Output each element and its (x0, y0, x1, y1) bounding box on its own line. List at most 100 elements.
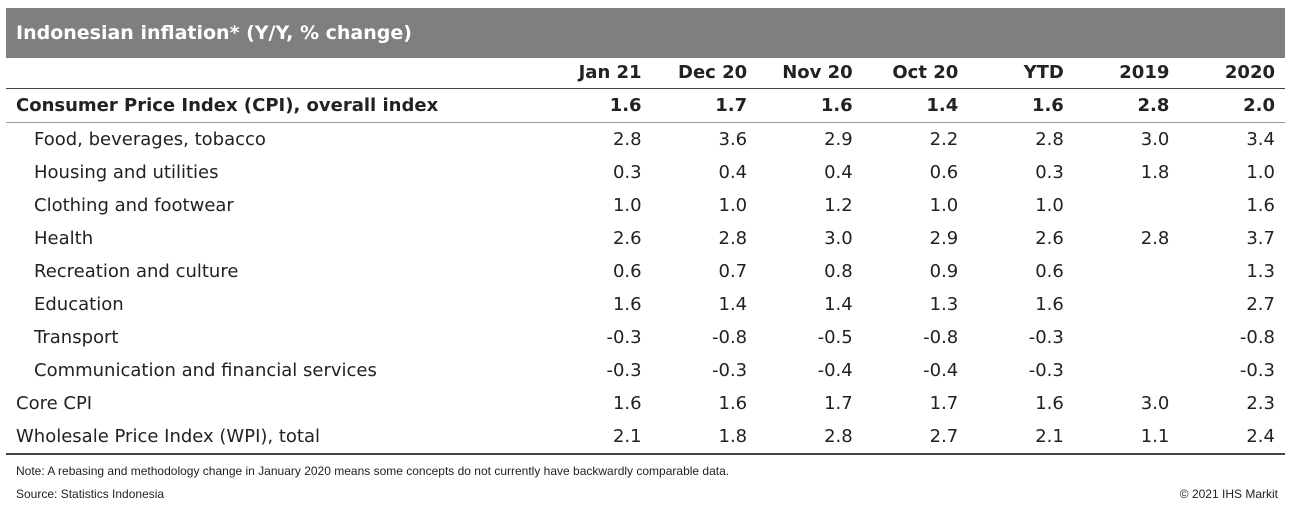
table-cell: 0.3 (612, 162, 642, 183)
table-cell: 1.6 (757, 88, 863, 123)
table-cell: -0.8 (712, 327, 748, 348)
source-note: Source: Statistics Indonesia (16, 487, 165, 501)
row-label: Consumer Price Index (CPI), overall inde… (6, 88, 547, 123)
table-row: Consumer Price Index (CPI), overall inde… (6, 88, 1285, 123)
table-row: Wholesale Price Index (WPI), total 2.1 1.8… (6, 420, 1285, 455)
table-cell: 1.3 (929, 294, 959, 315)
table-cell (1074, 321, 1180, 354)
footnote: Note: A rebasing and methodology change … (16, 464, 730, 478)
table-cell: 2.8 (1140, 228, 1170, 249)
table-cell: 1.6 (968, 88, 1074, 123)
table-cell: 1.6 (718, 393, 748, 414)
table-cell: 2.4 (1179, 420, 1285, 455)
table-cell: 1.7 (929, 393, 959, 414)
table-cell: -0.3 (712, 360, 748, 381)
table-cell (1074, 354, 1180, 387)
table-cell: -0.4 (923, 360, 959, 381)
row-label: Transport (34, 327, 119, 348)
column-header-blank (6, 58, 547, 89)
table-cell: -0.3 (1028, 327, 1064, 348)
table-cell: 1.6 (1246, 195, 1275, 216)
table-cell: 2.7 (862, 420, 969, 455)
table-cell: 2.9 (929, 228, 959, 249)
table-cell: -0.4 (817, 360, 853, 381)
table-cell: 3.6 (718, 129, 748, 150)
table-cell: -0.8 (1239, 327, 1275, 348)
table-cell: 2.1 (546, 420, 652, 455)
table-cell: 1.4 (718, 294, 748, 315)
table-cell: 2.8 (612, 129, 642, 150)
inflation-table: Jan 21 Dec 20 Nov 20 Oct 20 YTD 2019 2020 Cons… (6, 58, 1285, 455)
table-row: Health 2.6 2.8 3.0 2.9 2.6 2.8 3.7 (6, 222, 1285, 255)
table-cell: 2.1 (968, 420, 1074, 455)
row-label: Health (34, 228, 94, 249)
table-cell: 1.0 (929, 195, 959, 216)
table-cell: 1.1 (1073, 420, 1180, 455)
column-header: Oct 20 (862, 58, 969, 89)
table-row: Education 1.6 1.4 1.4 1.3 1.6 2.7 (6, 288, 1285, 321)
table-row: Core CPI 1.6 1.6 1.7 1.7 1.6 3.0 2.3 (6, 387, 1285, 420)
row-label: Wholesale Price Index (WPI), total (6, 420, 547, 455)
table-title: Indonesian inflation* (Y/Y, % change) (6, 8, 1285, 58)
table-cell: -0.3 (606, 360, 642, 381)
table-cell: 1.4 (862, 88, 969, 123)
table-cell: 0.3 (1035, 162, 1064, 183)
table-cell: 2.3 (1246, 393, 1275, 414)
table-cell: 3.0 (1140, 129, 1170, 150)
column-header: Dec 20 (651, 58, 758, 89)
row-label: Core CPI (16, 393, 93, 414)
table-row: Transport -0.3 -0.8 -0.5 -0.8 -0.3 -0.8 (6, 321, 1285, 354)
table-cell: 1.4 (824, 294, 853, 315)
column-header: Jan 21 (546, 58, 652, 89)
column-header: Nov 20 (757, 58, 863, 89)
table-cell: 2.6 (612, 228, 642, 249)
table-cell: 3.4 (1246, 129, 1275, 150)
table-cell: 0.6 (612, 261, 642, 282)
row-label: Clothing and footwear (34, 195, 234, 216)
table-cell: -0.5 (817, 327, 853, 348)
table-cell: 2.2 (929, 129, 959, 150)
table-cell: -0.3 (606, 327, 642, 348)
column-header: 2019 (1073, 58, 1180, 89)
table-cell: 2.6 (1035, 228, 1064, 249)
table-cell: 3.7 (1246, 228, 1275, 249)
table-cell: 1.8 (651, 420, 758, 455)
table-cell (1074, 288, 1180, 321)
table-row: Communication and financial services -0.3… (6, 354, 1285, 387)
table-cell: 1.0 (1035, 195, 1064, 216)
table-cell: 1.3 (1246, 261, 1275, 282)
table-cell: -0.8 (923, 327, 959, 348)
table-cell: 2.8 (757, 420, 863, 455)
table-row: Clothing and footwear 1.0 1.0 1.2 1.0 1.0 1.6 (6, 189, 1285, 222)
table-cell: 2.8 (718, 228, 748, 249)
table-cell: 1.6 (546, 88, 652, 123)
table-cell: 2.7 (1246, 294, 1275, 315)
table-cell: 2.8 (1073, 88, 1180, 123)
table-body: Consumer Price Index (CPI), overall inde… (6, 88, 1285, 455)
copyright-note: © 2021 IHS Markit (1179, 487, 1278, 501)
table-cell: 1.6 (1035, 393, 1064, 414)
row-label: Communication and financial services (34, 360, 377, 381)
table-cell: 1.0 (718, 195, 748, 216)
table-cell: 1.0 (1246, 162, 1275, 183)
table-cell: 0.7 (718, 261, 748, 282)
table-cell: 0.8 (824, 261, 853, 282)
table-cell: -0.3 (1239, 360, 1275, 381)
table-cell (1074, 255, 1180, 288)
table-cell: 2.9 (824, 129, 853, 150)
table-cell: 0.6 (929, 162, 959, 183)
table-cell: 0.9 (929, 261, 959, 282)
row-label: Education (34, 294, 124, 315)
table-cell: 1.6 (612, 294, 642, 315)
table-cell: 1.7 (651, 88, 758, 123)
table-cell: 0.4 (824, 162, 853, 183)
table-cell: 1.6 (612, 393, 642, 414)
column-header-row: Jan 21 Dec 20 Nov 20 Oct 20 YTD 2019 2020 (6, 58, 1285, 89)
column-header: 2020 (1179, 58, 1285, 89)
row-label: Recreation and culture (34, 261, 239, 282)
table-row: Housing and utilities 0.3 0.4 0.4 0.6 0.3 1.8 1… (6, 156, 1285, 189)
row-label: Housing and utilities (34, 162, 219, 183)
table-cell: 1.8 (1140, 162, 1170, 183)
table-cell: 0.4 (718, 162, 748, 183)
table-cell: 0.6 (1035, 261, 1064, 282)
